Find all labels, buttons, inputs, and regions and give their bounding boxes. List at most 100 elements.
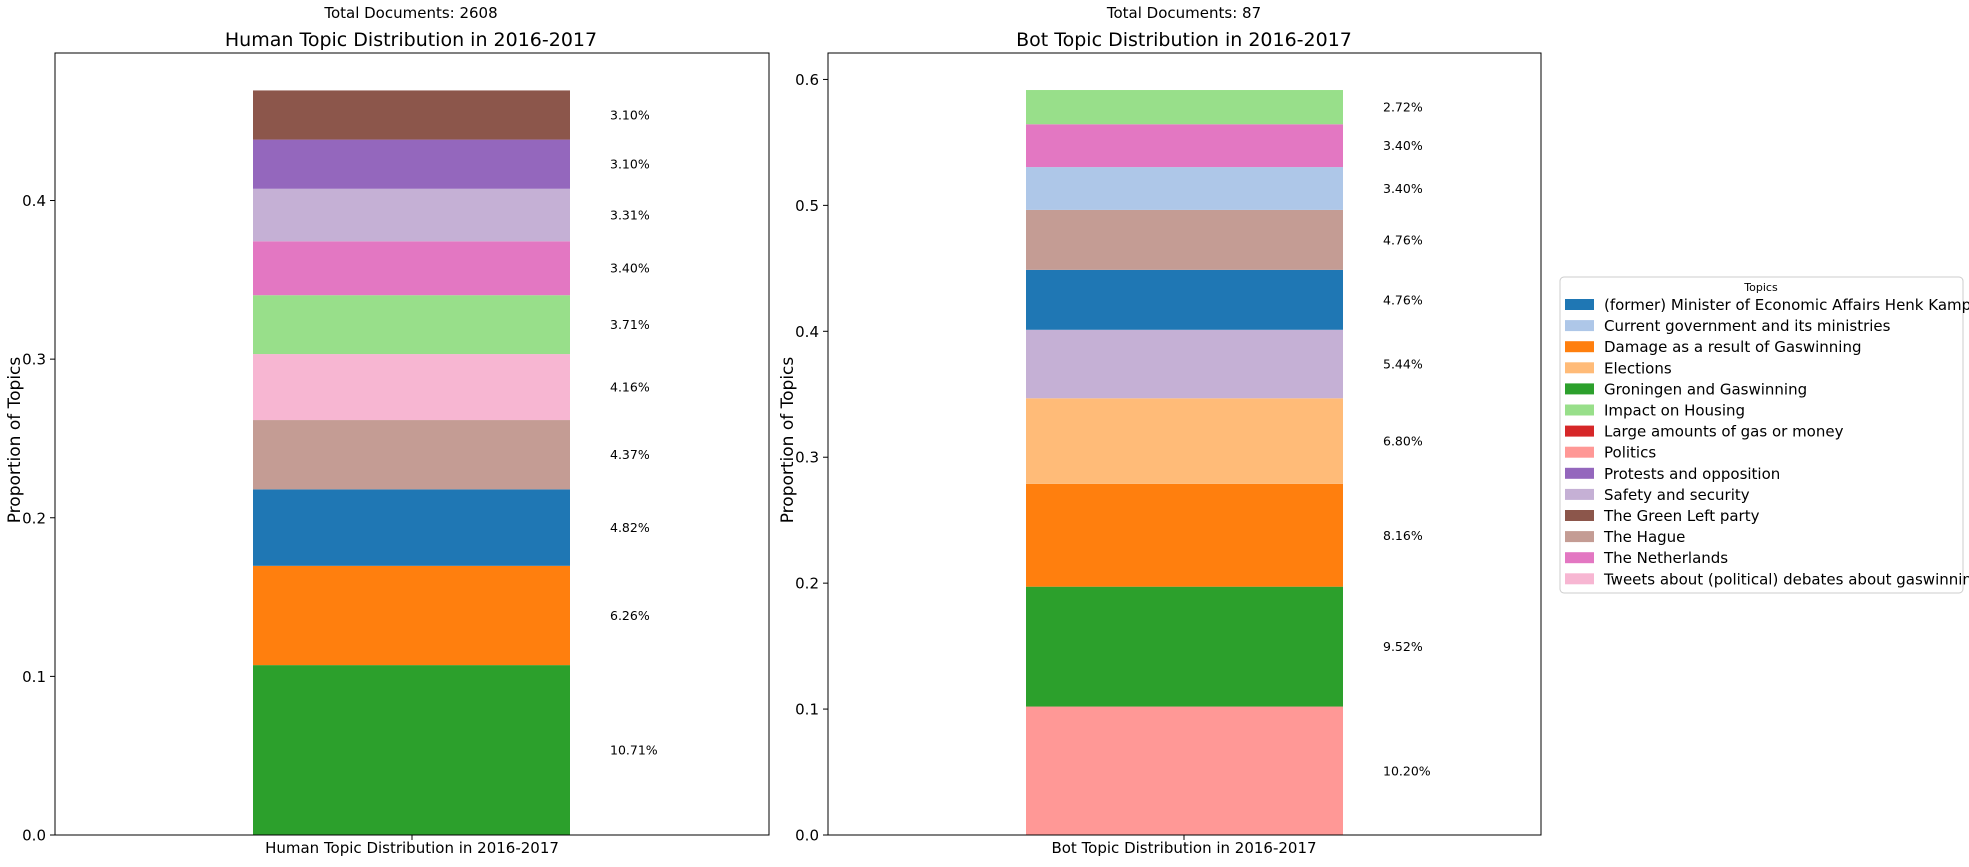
human-percent-label: 3.40% <box>610 261 650 276</box>
bot-y-axis-label: Proportion of Topics <box>778 357 798 524</box>
legend-swatch <box>1565 488 1594 500</box>
human-bar-segment <box>253 420 570 490</box>
human-y-tick-label: 0.0 <box>22 827 46 845</box>
bot-percent-label: 9.52% <box>1383 639 1423 654</box>
legend: Topics (former) Minister of Economic Aff… <box>1559 276 1969 594</box>
bot-y-tick-label: 0.6 <box>795 71 819 89</box>
human-chart-panel: Total Documents: 2608 Human Topic Distri… <box>5 4 770 857</box>
legend-entry-label: The Green Left party <box>1603 507 1760 525</box>
legend-entry-label: Politics <box>1604 444 1656 462</box>
bot-bar-segment <box>1026 90 1343 125</box>
bot-percent-label: 8.16% <box>1383 528 1423 543</box>
legend-entry-label: Groningen and Gaswinning <box>1604 380 1807 398</box>
legend-title: Topics <box>1743 281 1778 294</box>
human-bar-segment <box>253 354 570 421</box>
bot-chart-title: Bot Topic Distribution in 2016-2017 <box>1016 29 1352 51</box>
legend-entry-label: Impact on Housing <box>1604 402 1745 420</box>
human-y-tick-label: 0.2 <box>22 509 46 527</box>
bot-bar-segment <box>1026 124 1343 168</box>
legend-swatch <box>1565 341 1594 353</box>
bot-percent-label: 4.76% <box>1383 232 1423 247</box>
bot-percent-label: 2.72% <box>1383 100 1423 115</box>
legend-entry-label: Damage as a result of Gaswinning <box>1604 338 1862 356</box>
human-bar-segment <box>253 139 570 189</box>
bot-y-tick-label: 0.4 <box>795 323 819 341</box>
legend-swatch <box>1565 467 1594 479</box>
legend-entry-label: (former) Minister of Economic Affairs He… <box>1604 296 1969 314</box>
legend-swatch <box>1565 299 1594 310</box>
bot-x-tick-label: Bot Topic Distribution in 2016-2017 <box>1051 839 1316 857</box>
bot-y-tick-label: 0.0 <box>795 827 819 845</box>
legend-entry-label: The Netherlands <box>1603 549 1728 567</box>
human-bar-segment <box>253 188 570 242</box>
legend-swatch <box>1565 425 1594 437</box>
bot-percent-label: 6.80% <box>1383 434 1423 449</box>
legend-entry-label: Tweets about (political) debates about g… <box>1603 570 1969 588</box>
legend-swatch <box>1565 320 1594 332</box>
bot-bar-stack <box>1026 90 1343 835</box>
bot-y-ticks: 0.0 0.1 0.2 0.3 0.4 0.5 0.6 <box>795 71 828 845</box>
human-y-tick-label: 0.4 <box>22 192 46 210</box>
bot-bar-segment <box>1026 209 1343 270</box>
human-percent-label: 3.10% <box>610 108 650 123</box>
human-x-tick-label: Human Topic Distribution in 2016-2017 <box>265 839 559 857</box>
human-percent-label: 4.37% <box>610 447 650 462</box>
human-percent-label: 10.71% <box>610 743 658 758</box>
legend-swatch <box>1565 510 1594 521</box>
human-percent-label: 6.26% <box>610 608 650 623</box>
legend-swatch <box>1565 531 1594 543</box>
bot-y-tick-label: 0.2 <box>795 575 819 593</box>
human-bar-segment <box>253 241 570 296</box>
bot-bar-segment <box>1026 269 1343 330</box>
human-percent-label: 4.16% <box>610 380 650 395</box>
human-percent-label: 4.82% <box>610 520 650 535</box>
bot-percent-label: 10.20% <box>1383 763 1431 778</box>
human-percent-label: 3.10% <box>610 157 650 172</box>
bot-y-tick-label: 0.3 <box>795 449 819 467</box>
bot-total-documents: Total Documents: 87 <box>1106 4 1261 22</box>
legend-entry-label: Large amounts of gas or money <box>1604 423 1844 441</box>
human-y-tick-label: 0.1 <box>22 668 46 686</box>
legend-swatch <box>1565 362 1594 374</box>
human-chart-title: Human Topic Distribution in 2016-2017 <box>225 29 597 51</box>
legend-swatch <box>1565 446 1594 458</box>
human-bar-segment <box>253 90 570 140</box>
legend-swatch <box>1565 573 1594 585</box>
bot-percent-label: 4.76% <box>1383 292 1423 307</box>
bot-y-tick-label: 0.5 <box>795 197 819 215</box>
legend-swatch <box>1565 383 1594 395</box>
legend-entry-label: Safety and security <box>1604 486 1750 504</box>
bot-bar-segment <box>1026 586 1343 707</box>
legend-entry-label: Elections <box>1604 359 1672 377</box>
human-y-tick-label: 0.3 <box>22 351 46 369</box>
human-percent-label: 3.31% <box>610 208 650 223</box>
legend-entry-label: The Hague <box>1603 528 1685 546</box>
bot-bar-segment <box>1026 483 1343 587</box>
bot-percent-labels: 10.20% 9.52% 8.16% 6.80% 5.44% 4.76% 4.76% 3.40… <box>1383 100 1431 779</box>
legend-box <box>1559 276 1964 594</box>
human-y-axis-label: Proportion of Topics <box>5 357 25 524</box>
legend-entry-label: Current government and its ministries <box>1604 317 1891 335</box>
bot-bar-segment <box>1026 706 1343 835</box>
legend-swatch <box>1565 552 1594 564</box>
human-total-documents: Total Documents: 2608 <box>323 4 497 22</box>
human-y-ticks: 0.0 0.1 0.2 0.3 0.4 <box>22 192 55 845</box>
human-percent-labels: 10.71% 6.26% 4.82% 4.37% 4.16% 3.71% 3.40% 3.31… <box>610 108 658 758</box>
bot-percent-label: 3.40% <box>1383 181 1423 196</box>
bot-percent-label: 3.40% <box>1383 138 1423 153</box>
bot-bar-segment <box>1026 167 1343 210</box>
legend-items: (former) Minister of Economic Affairs He… <box>1565 296 1969 588</box>
human-bar-segment <box>253 665 570 835</box>
human-bar-segment <box>253 489 570 566</box>
bot-bar-segment <box>1026 398 1343 484</box>
human-bar-stack <box>253 90 570 835</box>
human-bar-segment <box>253 565 570 666</box>
bot-bar-segment <box>1026 329 1343 399</box>
bot-y-tick-label: 0.1 <box>795 701 819 719</box>
human-percent-label: 3.71% <box>610 317 650 332</box>
bot-chart-panel: Total Documents: 87 Bot Topic Distributi… <box>778 4 1542 857</box>
bot-percent-label: 5.44% <box>1383 357 1423 372</box>
human-bar-segment <box>253 295 570 355</box>
legend-swatch <box>1565 404 1594 416</box>
